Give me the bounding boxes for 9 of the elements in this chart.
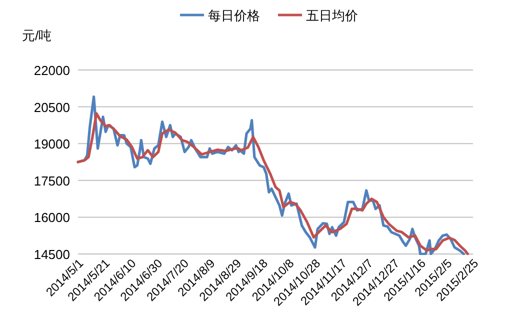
y-tick-label: 17500	[34, 173, 70, 188]
y-tick-label: 19000	[34, 136, 70, 152]
legend-label: 五日均价	[306, 8, 358, 23]
y-tick-label: 16000	[34, 210, 70, 226]
y-tick-label: 22000	[34, 63, 70, 78]
y-axis-title: 元/吨	[22, 28, 52, 43]
y-tick-label: 14500	[34, 247, 70, 262]
legend-label: 每日价格	[208, 8, 260, 23]
y-tick-label: 20500	[34, 100, 70, 115]
